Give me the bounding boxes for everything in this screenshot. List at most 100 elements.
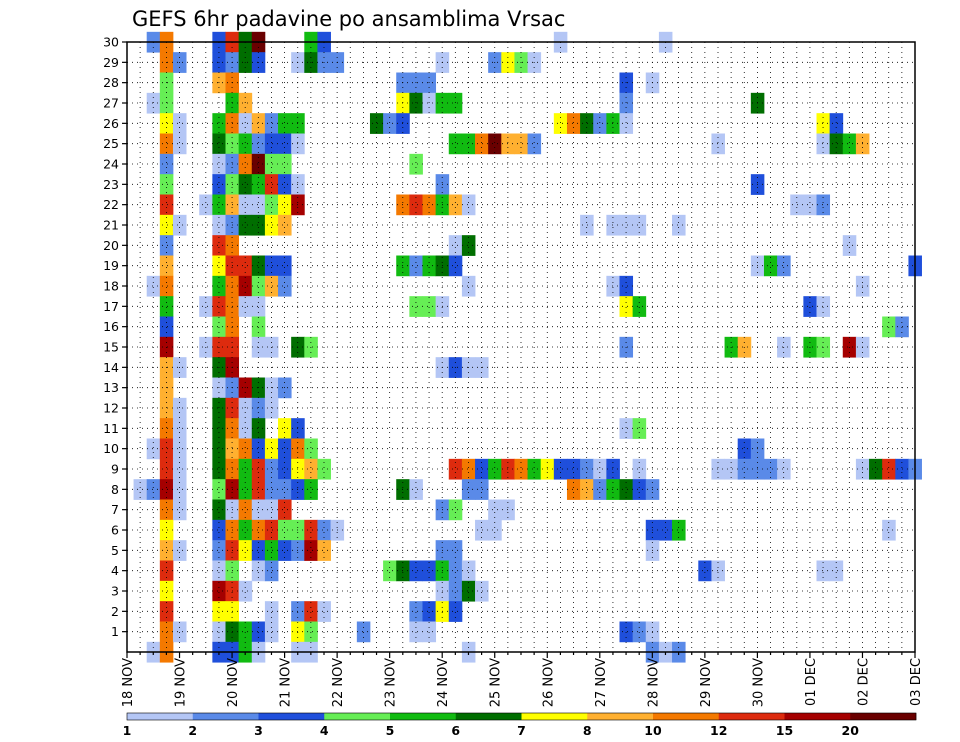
heatmap-cell xyxy=(251,560,266,582)
heatmap-cell xyxy=(238,580,253,602)
heatmap-cell xyxy=(461,580,476,602)
heatmap-cell xyxy=(238,214,253,236)
heatmap-cell xyxy=(278,418,292,439)
heatmap-cell xyxy=(278,174,292,195)
heatmap-cell xyxy=(278,153,292,175)
heatmap-cell xyxy=(461,133,476,155)
x-tick-label: 19 NOV xyxy=(174,658,189,707)
heatmap-cell xyxy=(724,458,739,480)
heatmap-cell xyxy=(369,113,384,134)
x-tick-label: 25 NOV xyxy=(489,658,504,707)
heatmap-cell xyxy=(383,113,397,134)
heatmap-cell xyxy=(251,479,266,500)
heatmap-cell xyxy=(475,580,489,602)
heatmap-cell xyxy=(238,397,253,419)
heatmap-cell xyxy=(527,133,542,155)
heatmap-cell xyxy=(422,560,437,582)
heatmap-cell xyxy=(317,540,331,561)
heatmap-cell xyxy=(212,519,226,541)
heatmap-cell xyxy=(409,560,423,582)
heatmap-cell xyxy=(475,133,489,155)
heatmap-cell xyxy=(278,458,292,480)
heatmap-cell xyxy=(448,458,463,480)
heatmap-cell xyxy=(159,499,174,521)
heatmap-cell xyxy=(251,296,266,317)
heatmap-cell xyxy=(199,194,213,216)
heatmap-cell xyxy=(212,153,226,175)
heatmap-cell xyxy=(448,235,463,256)
heatmap-cell xyxy=(238,479,253,500)
heatmap-cell xyxy=(278,519,292,541)
y-tick-label: 21 xyxy=(103,218,119,233)
heatmap-cell xyxy=(172,621,187,643)
heatmap-cell xyxy=(448,540,463,561)
heatmap-cell xyxy=(278,479,292,500)
legend-swatch xyxy=(718,713,785,720)
heatmap-cell xyxy=(238,275,253,297)
heatmap-cell xyxy=(422,621,437,643)
heatmap-cell xyxy=(461,235,476,256)
heatmap-cell xyxy=(159,438,174,460)
heatmap-cell xyxy=(448,255,463,277)
heatmap-cell xyxy=(251,438,266,460)
heatmap-cell xyxy=(251,275,266,297)
heatmap-cell xyxy=(304,621,318,643)
heatmap-cell xyxy=(159,621,174,643)
heatmap-cell xyxy=(251,316,266,338)
heatmap-cell xyxy=(251,499,266,521)
heatmap-cell xyxy=(264,255,279,277)
heatmap-cell xyxy=(212,621,226,643)
heatmap-cell xyxy=(409,296,423,317)
heatmap-cell xyxy=(501,499,515,521)
x-tick-label: 20 NOV xyxy=(226,658,241,707)
heatmap-cell xyxy=(553,458,568,480)
heatmap-cell xyxy=(264,133,279,155)
x-tick-label: 29 NOV xyxy=(699,658,714,707)
legend-swatch xyxy=(390,713,457,720)
heatmap-cell xyxy=(159,580,174,602)
heatmap-cell xyxy=(409,601,423,622)
x-tick-label: 03 DEC xyxy=(909,658,924,706)
heatmap-cell xyxy=(159,479,174,500)
heatmap-cell xyxy=(304,458,318,480)
heatmap-cell xyxy=(475,458,489,480)
y-tick-label: 10 xyxy=(103,441,119,456)
heatmap-cell xyxy=(159,275,174,297)
heatmap-cell xyxy=(763,458,778,480)
heatmap-cell xyxy=(488,499,502,521)
heatmap-cell xyxy=(409,479,423,500)
y-axis-labels: 1234567891011121314151617181920212223242… xyxy=(103,35,119,640)
heatmap-cell xyxy=(172,397,187,419)
heatmap-cell xyxy=(212,601,226,622)
heatmap-cell xyxy=(619,92,634,114)
heatmap-cell xyxy=(658,519,673,541)
heatmap-cell xyxy=(172,499,187,521)
heatmap-cell xyxy=(619,275,634,297)
heatmap-cell xyxy=(251,174,266,195)
heatmap-cell xyxy=(619,214,634,236)
heatmap-cell xyxy=(238,133,253,155)
heatmap-cell xyxy=(238,458,253,480)
legend-label: 15 xyxy=(776,723,793,738)
legend-swatch xyxy=(653,713,720,720)
heatmap-cell xyxy=(264,113,279,134)
heatmap-cell xyxy=(882,316,896,338)
heatmap-cell xyxy=(264,194,279,216)
heatmap-cell xyxy=(278,499,292,521)
heatmap-cell xyxy=(448,499,463,521)
legend-label: 6 xyxy=(451,723,460,738)
heatmap-cell xyxy=(238,194,253,216)
heatmap-cell xyxy=(461,194,476,216)
heatmap-cell xyxy=(238,438,253,460)
heatmap-cell xyxy=(606,113,620,134)
heatmap-cell xyxy=(672,519,686,541)
y-tick-label: 5 xyxy=(111,543,119,558)
heatmap-cell xyxy=(159,255,174,277)
heatmap-cell xyxy=(580,479,594,500)
heatmap-cell xyxy=(159,113,174,134)
heatmap-cell xyxy=(159,601,174,622)
x-tick-label: 30 NOV xyxy=(751,658,766,707)
heatmap-cell xyxy=(278,438,292,460)
legend-label: 12 xyxy=(710,723,727,738)
y-tick-label: 7 xyxy=(111,502,119,517)
